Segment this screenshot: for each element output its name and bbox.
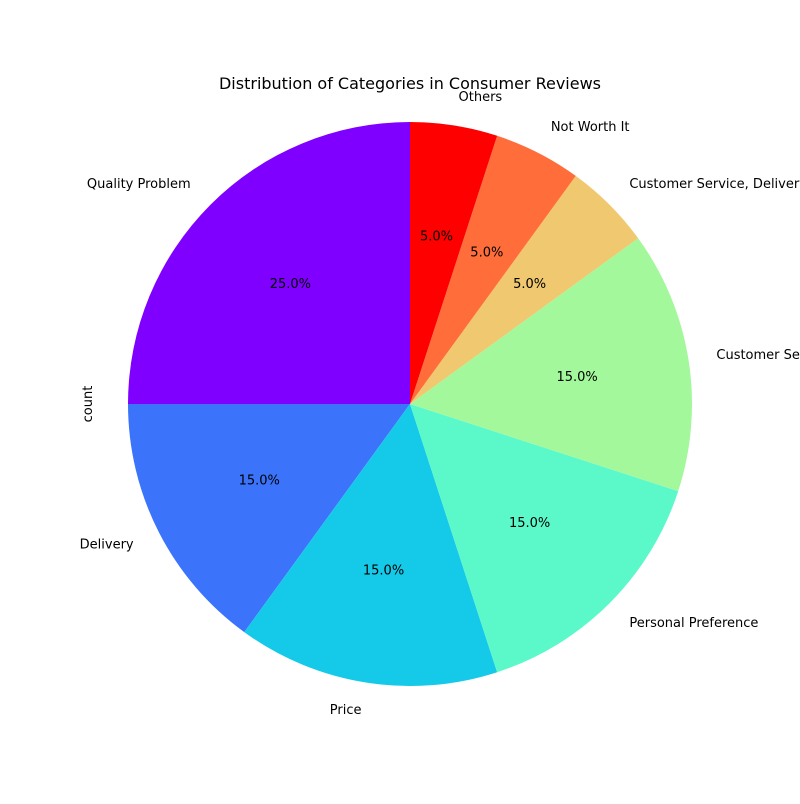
slice-label-customer-service: Customer Service: [716, 348, 800, 363]
pie-slice-quality-problem: [128, 122, 410, 404]
pie-slice-price: [244, 404, 498, 686]
slice-percent-delivery: 15.0%: [239, 473, 280, 488]
slice-percent-customer-service: 15.0%: [556, 370, 597, 385]
slice-label-others: Others: [459, 90, 503, 105]
pie-labels: Quality Problem 25.0% Delivery 15.0% Price 15…: [80, 90, 800, 718]
pie-slice-personal-preference: [410, 404, 679, 673]
pie-slice-not-worth-it: [410, 135, 576, 404]
slice-percent-others: 5.0%: [420, 229, 453, 244]
slice-label-price: Price: [330, 703, 362, 718]
slice-percent-price: 15.0%: [363, 564, 404, 579]
chart-title: Distribution of Categories in Consumer R…: [219, 74, 601, 93]
slice-label-delivery: Delivery: [80, 537, 134, 552]
pie-slice-delivery: [128, 404, 410, 633]
pie-slice-customer-service-delivery: [410, 175, 639, 404]
slice-percent-quality-problem: 25.0%: [270, 277, 311, 292]
pie-slice-customer-service: [410, 238, 692, 492]
slice-percent-customer-service-delivery: 5.0%: [513, 277, 546, 292]
slice-percent-personal-preference: 15.0%: [509, 516, 550, 531]
y-axis-label: count: [81, 386, 96, 423]
slice-label-quality-problem: Quality Problem: [87, 177, 191, 192]
slice-percent-not-worth-it: 5.0%: [470, 246, 503, 261]
slice-label-customer-service-delivery: Customer Service, Delivery: [629, 177, 800, 192]
pie-slices: [128, 122, 692, 686]
slice-label-personal-preference: Personal Preference: [629, 616, 758, 631]
pie-slice-others: [410, 122, 498, 404]
slice-label-not-worth-it: Not Worth It: [551, 120, 630, 135]
